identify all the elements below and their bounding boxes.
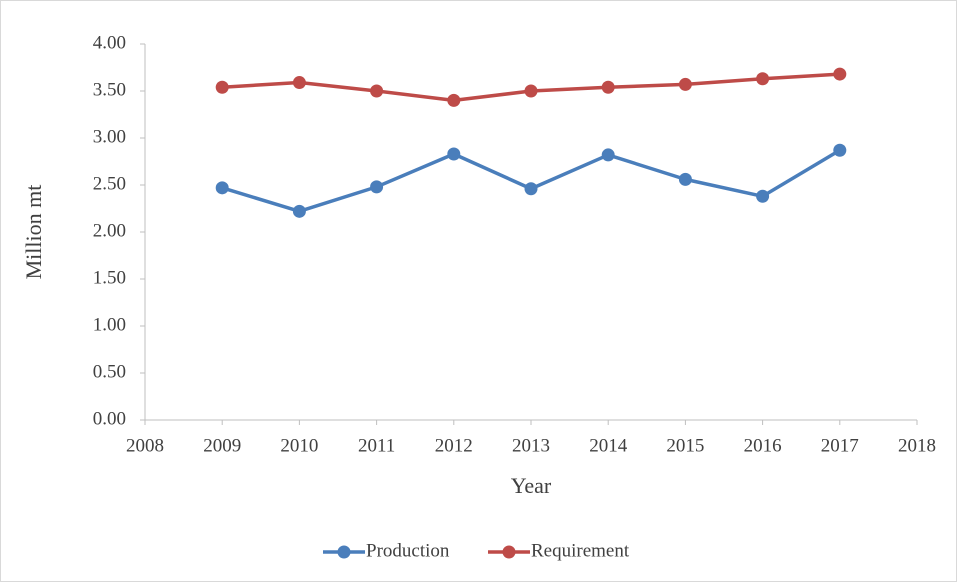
series-marker [524,84,538,98]
x-tick-label: 2011 [358,435,395,456]
series-marker [756,72,770,86]
legend-label: Production [366,540,450,561]
series-marker [756,189,770,203]
x-tick-label: 2015 [666,435,704,456]
y-axis-title: Million mt [21,185,46,280]
series-marker [370,84,384,98]
series-marker [524,182,538,196]
x-tick-label: 2018 [898,435,936,456]
series-marker [678,172,692,186]
x-tick-label: 2013 [512,435,550,456]
series-marker [601,148,615,162]
y-tick-label: 1.00 [93,314,126,335]
series-marker [370,180,384,194]
legend-label: Requirement [531,540,630,561]
legend-marker [337,545,351,559]
series-marker [215,80,229,94]
series-marker [601,80,615,94]
legend-marker [502,545,516,559]
series-marker [292,76,306,90]
x-tick-label: 2012 [435,435,473,456]
series-marker [447,93,461,107]
y-tick-label: 1.50 [93,267,126,288]
x-axis-title: Year [511,473,552,498]
x-tick-label: 2009 [203,435,241,456]
y-tick-label: 3.00 [93,126,126,147]
series-marker [292,204,306,218]
series-marker [833,143,847,157]
y-tick-label: 2.50 [93,173,126,194]
series-marker [833,67,847,81]
x-tick-label: 2016 [744,435,782,456]
x-tick-label: 2014 [589,435,628,456]
series-marker [447,147,461,161]
y-tick-label: 0.50 [93,361,126,382]
series-marker [678,77,692,91]
y-tick-label: 2.00 [93,220,126,241]
x-tick-label: 2017 [821,435,859,456]
x-tick-label: 2008 [126,435,164,456]
y-tick-label: 4.00 [93,32,126,53]
series-marker [215,181,229,195]
y-tick-label: 0.00 [93,408,126,429]
x-tick-label: 2010 [280,435,318,456]
y-tick-label: 3.50 [93,79,126,100]
